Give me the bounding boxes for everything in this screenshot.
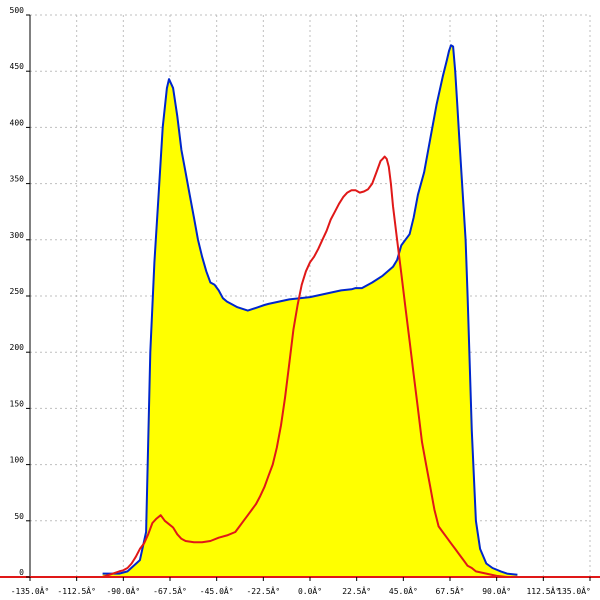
x-tick-label: -45.0Â° xyxy=(200,585,234,596)
series-line-0 xyxy=(102,44,518,576)
series-line-1 xyxy=(102,155,508,578)
x-tick-label: 90.0Â° xyxy=(482,585,511,596)
x-tick-label: -135.0Â° xyxy=(11,585,50,596)
tick-labels: 0 50 100 150 200 250 300 350 400 450 500 -135.0Â° -1… xyxy=(10,6,591,596)
axes xyxy=(0,14,600,581)
x-tick-label: -67.5Â° xyxy=(153,585,187,596)
y-tick-label: 450 xyxy=(10,62,25,71)
y-tick-label: 400 xyxy=(10,118,25,127)
y-tick-label: 50 xyxy=(14,512,24,521)
x-tick-label: 67.5Â° xyxy=(436,585,465,596)
x-tick-label: 45.0Â° xyxy=(389,585,418,596)
x-tick-label: 0.0Â° xyxy=(298,585,322,596)
y-tick-label: 100 xyxy=(10,456,25,465)
y-tick-label: 350 xyxy=(10,175,25,184)
y-tick-label: 500 xyxy=(10,6,25,15)
y-tick-label: 300 xyxy=(10,231,25,240)
x-tick-label: -90.0Â° xyxy=(106,585,140,596)
y-tick-label: 200 xyxy=(10,343,25,352)
series-area-0 xyxy=(102,45,518,578)
line-layer xyxy=(102,44,518,578)
x-tick-label: 135.0Â° xyxy=(557,585,591,596)
y-tick-label: 250 xyxy=(10,287,25,296)
y-tick-label: 0 xyxy=(19,568,24,577)
area-layer xyxy=(102,45,518,578)
x-tick-label: -112.5Â° xyxy=(57,585,96,596)
x-tick-label: 22.5Â° xyxy=(342,585,371,596)
y-tick-label: 150 xyxy=(10,399,25,408)
x-tick-label: 112.5Â° xyxy=(526,585,560,596)
x-tick-label: -22.5Â° xyxy=(246,585,280,596)
